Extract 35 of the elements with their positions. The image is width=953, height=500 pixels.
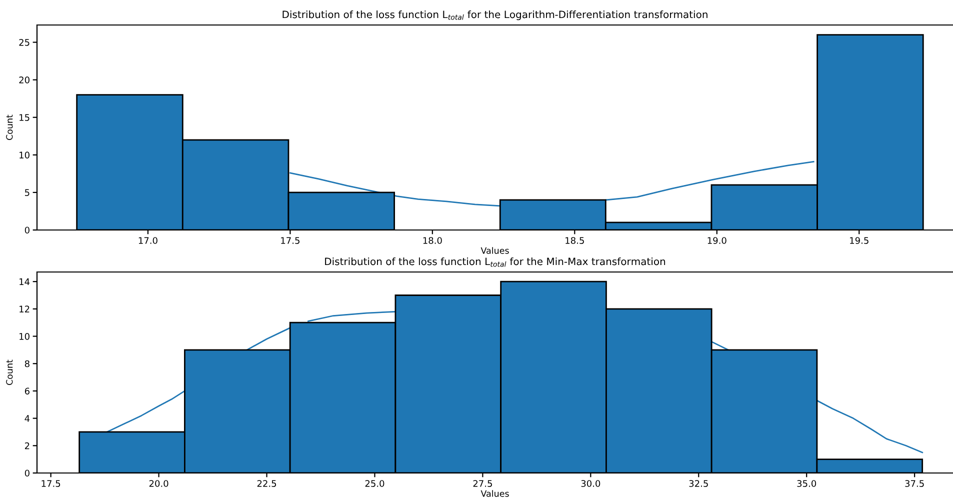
chart-title: Distribution of the loss function L$_{total}$ for the Logarithm-Differentiation transformation xyxy=(282,10,708,20)
y-tick-label: 6 xyxy=(24,388,30,395)
x-tick-label: 17.5 xyxy=(42,480,60,487)
y-axis-title: Count xyxy=(6,360,13,385)
y-tick-label: 10 xyxy=(20,152,30,158)
x-tick-label: 35.0 xyxy=(797,480,816,487)
y-tick-label: 8 xyxy=(24,360,30,368)
x-tick-label: 25.0 xyxy=(365,480,384,487)
x-tick-label: 17.5 xyxy=(281,237,300,244)
x-tick-label: 17.0 xyxy=(138,237,158,244)
x-tick-label: 27.5 xyxy=(473,480,492,487)
x-tick-label: 20.0 xyxy=(149,480,168,487)
y-tick-label: 2 xyxy=(24,442,30,450)
chart-title: Distribution of the loss function L$_{total}$ for the Min-Max transformation xyxy=(325,257,666,267)
y-tick-label: 15 xyxy=(20,114,30,121)
x-tick-label: 19.5 xyxy=(850,237,868,244)
y-tick-label: 20 xyxy=(19,76,30,84)
y-tick-label: 12 xyxy=(20,306,30,312)
x-tick-label: 30.0 xyxy=(581,480,600,487)
x-tick-label: 37.5 xyxy=(905,480,924,487)
x-tick-label: 18.0 xyxy=(423,237,442,244)
y-tick-label: 0 xyxy=(24,226,30,234)
y-tick-label: 25 xyxy=(19,39,30,46)
x-axis-title: Values xyxy=(480,490,509,497)
y-axis-title: Count xyxy=(6,114,13,140)
y-tick-label: 10 xyxy=(20,332,30,340)
x-axis-title: Values xyxy=(480,247,509,254)
x-tick-label: 19.0 xyxy=(708,237,726,244)
y-tick-label: 0 xyxy=(24,470,30,477)
y-tick-label: 14 xyxy=(20,278,30,285)
y-tick-label: 5 xyxy=(25,189,30,196)
x-tick-label: 32.5 xyxy=(689,480,708,487)
x-tick-label: 22.5 xyxy=(257,480,276,487)
x-tick-label: 18.5 xyxy=(566,237,584,244)
y-tick-label: 4 xyxy=(24,415,30,422)
